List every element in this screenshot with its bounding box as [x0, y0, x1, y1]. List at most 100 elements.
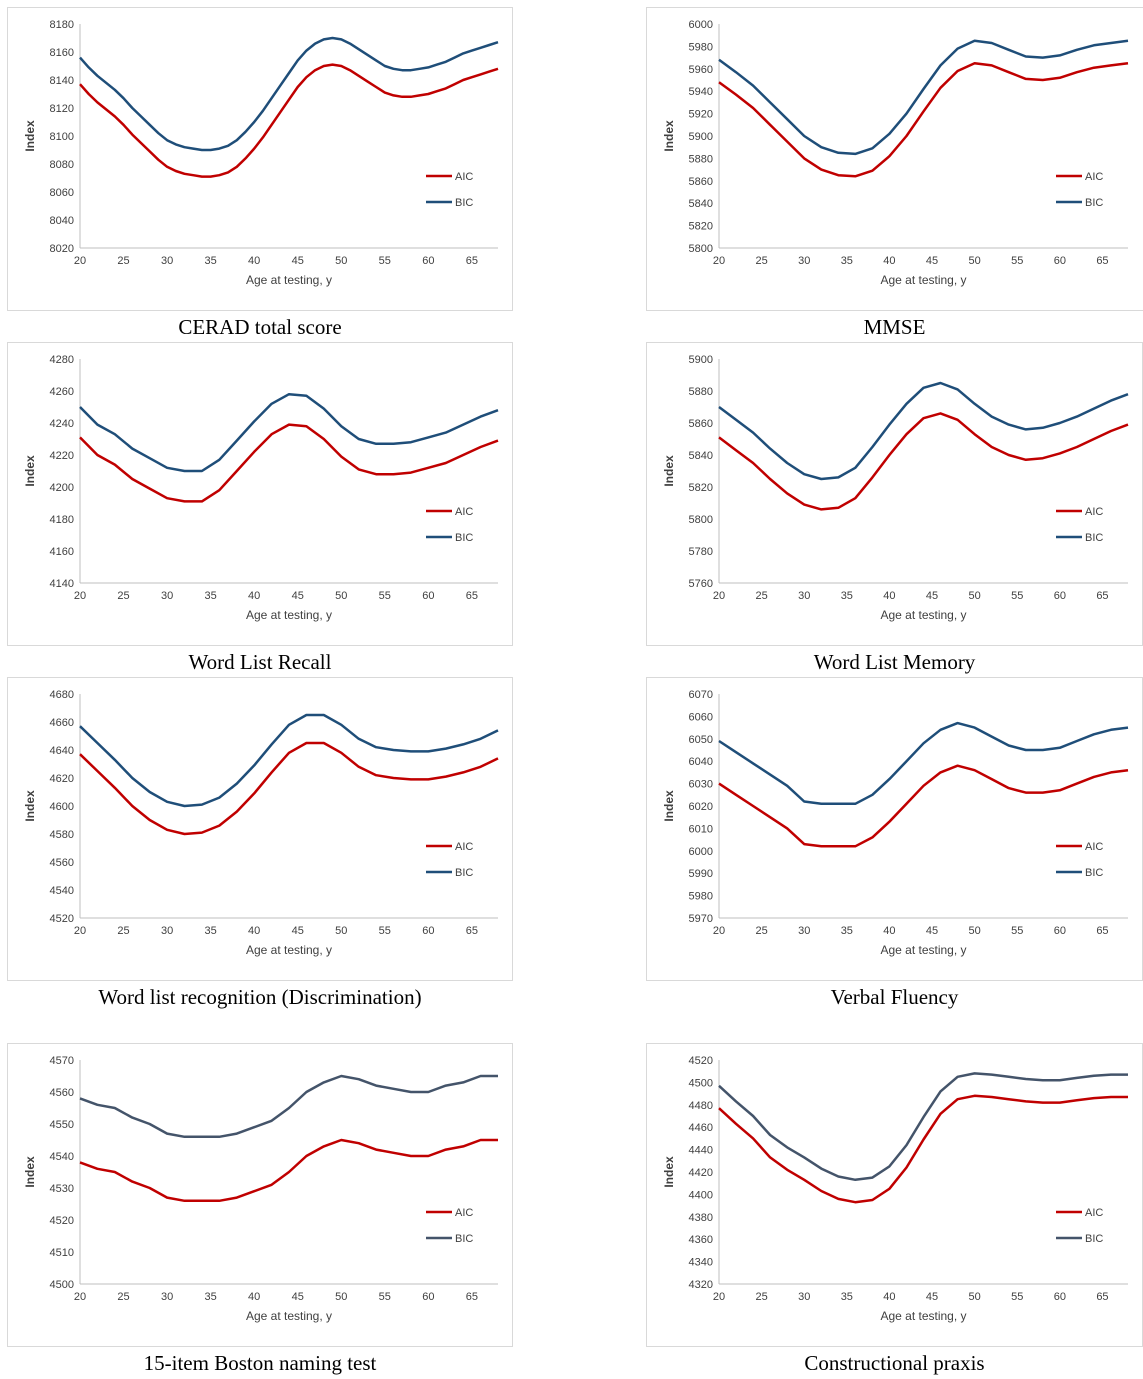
y-tick-label: 4320 [689, 1279, 713, 1291]
x-tick-label: 55 [1011, 925, 1023, 937]
x-tick-label: 50 [335, 1291, 347, 1303]
x-tick-label: 65 [1096, 255, 1108, 267]
x-tick-label: 45 [292, 255, 304, 267]
chart-caption-word-list-memory: Word List Memory [813, 650, 976, 674]
y-tick-label: 5860 [689, 176, 713, 188]
x-tick-label: 60 [422, 925, 434, 937]
x-tick-label: 25 [117, 590, 129, 602]
y-tick-label: 8100 [50, 131, 74, 143]
y-tick-label: 4620 [50, 773, 74, 785]
x-tick-label: 65 [1096, 925, 1108, 937]
y-tick-label: 5820 [689, 482, 713, 494]
y-tick-label: 4360 [689, 1234, 713, 1246]
series-line-aic [718, 412, 1129, 511]
x-tick-label: 50 [335, 255, 347, 267]
y-tick-label: 4500 [50, 1279, 74, 1291]
x-tick-label: 20 [713, 255, 725, 267]
series-line-aic [79, 63, 499, 178]
y-tick-label: 4580 [50, 829, 74, 841]
chart-panel-word-list-memory: 5760 5780 5800 5820 5840 5860 5880 5900 20 25 30 35… [646, 342, 1143, 646]
y-tick-label: 5800 [689, 514, 713, 526]
chart-panel-word-list-recognition: 4520 4540 4560 4580 4600 4620 4640 4660 4680 20 25… [7, 677, 513, 981]
x-tick-label: 30 [161, 925, 173, 937]
x-tick-label: 40 [248, 590, 260, 602]
chart-caption-verbal-fluency: Verbal Fluency [830, 985, 959, 1009]
y-tick-label: 5900 [689, 131, 713, 143]
chart-panel-verbal-fluency: 5970 5980 5990 6000 6010 6020 6030 6040 6050 6060… [646, 677, 1143, 981]
x-tick-label: 35 [205, 255, 217, 267]
x-tick-label: 25 [755, 590, 767, 602]
x-tick-label: 55 [1011, 590, 1023, 602]
x-tick-label: 20 [74, 1291, 86, 1303]
y-tick-label: 6040 [689, 756, 713, 768]
y-tick-label: 4140 [50, 578, 74, 590]
y-tick-label: 4280 [50, 354, 74, 366]
legend-label-bic: BIC [455, 532, 473, 544]
chart-panel-cerad: 8020 8040 8060 8080 8100 8120 8140 8160 8180 20 25… [7, 7, 513, 311]
y-tick-label: 6000 [689, 846, 713, 858]
y-tick-label: 6000 [689, 19, 713, 31]
x-tick-label: 50 [335, 590, 347, 602]
y-tick-label: 4340 [689, 1257, 713, 1269]
x-tick-label: 30 [798, 1291, 810, 1303]
x-axis-label: Age at testing, y [246, 608, 332, 622]
legend-label-bic: BIC [1085, 867, 1103, 879]
chart-svg: 4140 4160 4180 4200 4220 4240 4260 4280 20 25 30 35… [23, 354, 499, 622]
y-tick-label: 5820 [689, 221, 713, 233]
x-tick-label: 20 [713, 590, 725, 602]
y-tick-label: 5990 [689, 868, 713, 880]
y-tick-label: 5840 [689, 450, 713, 462]
x-tick-label: 35 [205, 925, 217, 937]
y-tick-label: 6010 [689, 823, 713, 835]
x-tick-label: 45 [292, 925, 304, 937]
y-tick-label: 6050 [689, 734, 713, 746]
x-tick-label: 40 [883, 255, 895, 267]
series-line-aic [718, 1094, 1128, 1204]
x-tick-label: 30 [161, 1291, 173, 1303]
y-tick-label: 4460 [689, 1122, 713, 1134]
y-tick-label: 8180 [50, 19, 74, 31]
legend-label-aic: AIC [455, 171, 473, 183]
x-tick-label: 45 [292, 1291, 304, 1303]
y-tick-label: 4200 [50, 482, 74, 494]
y-tick-label: 4570 [50, 1055, 74, 1067]
x-tick-label: 65 [466, 255, 478, 267]
x-tick-label: 65 [466, 1291, 478, 1303]
legend-label-bic: BIC [455, 197, 473, 209]
y-axis-label: Index [662, 1156, 676, 1188]
series-line-bic [79, 36, 499, 152]
y-tick-label: 4680 [50, 689, 74, 701]
x-tick-label: 45 [292, 590, 304, 602]
y-tick-label: 6070 [689, 689, 713, 701]
y-tick-label: 5980 [689, 891, 713, 903]
chart-svg: 5970598059906000601060206030604060506060… [662, 689, 1129, 957]
series-line-aic [718, 61, 1129, 178]
y-tick-label: 4510 [50, 1247, 74, 1259]
x-tick-label: 30 [798, 925, 810, 937]
y-axis-label: Index [23, 1156, 37, 1188]
chart-svg: 5760 5780 5800 5820 5840 5860 5880 5900 20 25 30 35… [662, 354, 1129, 622]
chart-panel-boston-naming: 4500 4510 4520 4530 4540 4550 4560 4570 20 25 30 35… [7, 1043, 513, 1347]
x-tick-label: 65 [1096, 590, 1108, 602]
x-axis-label: Age at testing, y [880, 273, 966, 287]
y-tick-label: 4520 [689, 1055, 713, 1067]
y-tick-label: 4380 [689, 1212, 713, 1224]
x-tick-label: 60 [1054, 255, 1066, 267]
legend-label-bic: BIC [1085, 532, 1103, 544]
x-tick-label: 50 [335, 925, 347, 937]
x-axis-label: Age at testing, y [880, 1309, 966, 1323]
y-axis-label: Index [23, 790, 37, 822]
y-tick-label: 4400 [689, 1189, 713, 1201]
y-tick-label: 6020 [689, 801, 713, 813]
x-tick-label: 20 [74, 925, 86, 937]
x-tick-label: 45 [926, 255, 938, 267]
x-tick-label: 55 [379, 590, 391, 602]
x-tick-label: 35 [841, 255, 853, 267]
y-tick-label: 5780 [689, 546, 713, 558]
x-tick-label: 35 [205, 590, 217, 602]
x-tick-label: 40 [883, 590, 895, 602]
chart-caption-cerad: CERAD total score [178, 315, 342, 339]
series-line-bic [718, 1072, 1128, 1182]
y-axis-label: Index [662, 790, 676, 822]
